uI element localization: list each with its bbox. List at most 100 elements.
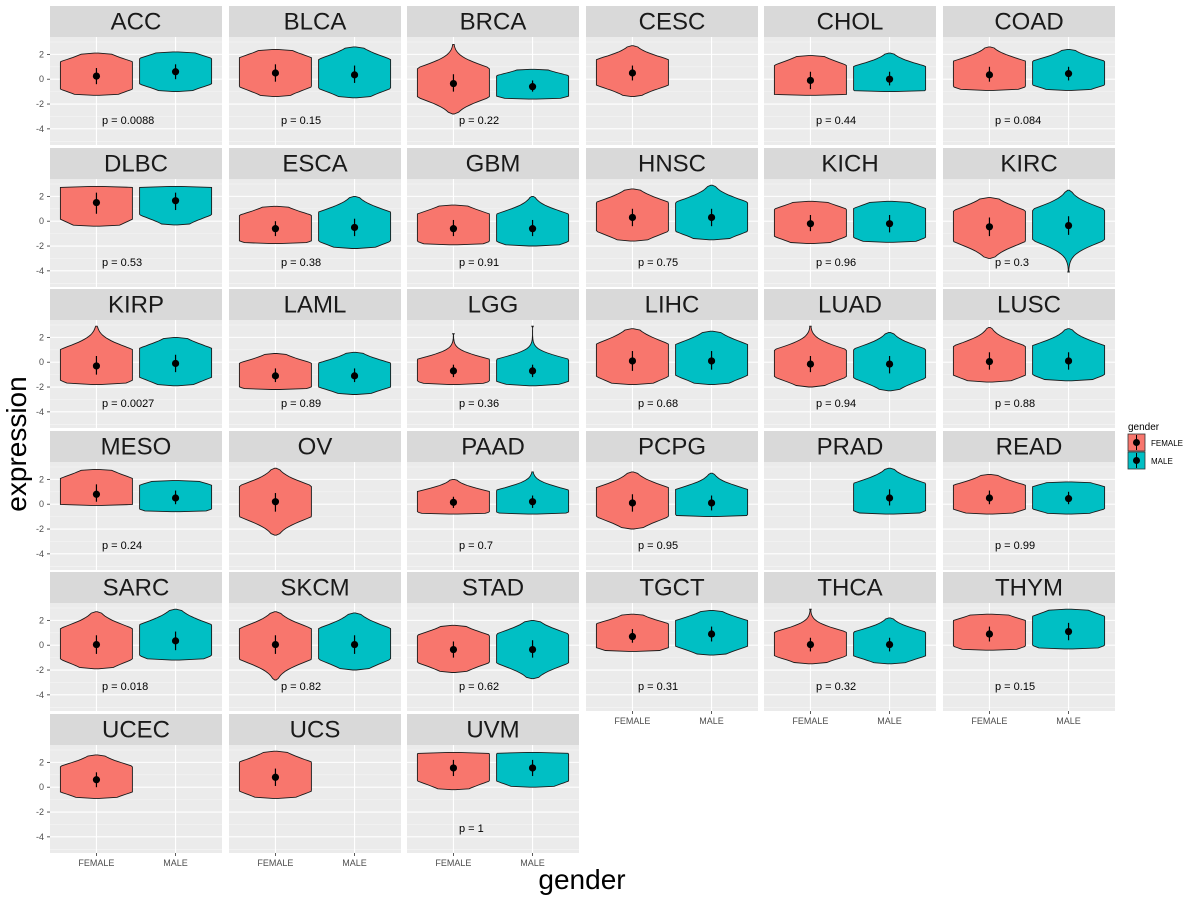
p-value-lihc: p = 0.68 xyxy=(638,398,678,410)
strip-label-sarc: SARC xyxy=(103,575,170,602)
p-value-thym: p = 0.15 xyxy=(995,681,1035,693)
median-point-lusc-male xyxy=(1064,357,1073,365)
y-tick-label: 2 xyxy=(39,757,44,767)
median-point-read-male xyxy=(1064,495,1073,503)
panel-esca: ESCA p = 0.38 xyxy=(229,148,401,287)
p-value-pcpg: p = 0.95 xyxy=(638,540,678,552)
strip-meso xyxy=(50,431,222,462)
strip-label-cesc: CESC xyxy=(639,9,706,36)
median-point-skcm-female xyxy=(271,640,280,649)
median-point-sarc-male xyxy=(171,637,180,645)
panel-uvm: UVM p = 1 FEMALE MALE xyxy=(407,714,579,868)
median-point-cesc-female xyxy=(628,69,637,77)
x-tick-label-female: FEMALE xyxy=(614,716,650,726)
p-value-kirp: p = 0.0027 xyxy=(102,398,154,410)
y-tick-label: 2 xyxy=(39,615,44,625)
strip-cesc xyxy=(586,6,758,37)
panel-laml: LAML p = 0.89 xyxy=(229,289,401,428)
panel-meso: MESO 2 0 -2 -4 p = 0.24 xyxy=(36,431,222,570)
strip-thca xyxy=(764,572,936,603)
p-value-coad: p = 0.084 xyxy=(995,115,1041,127)
median-point-prad-male xyxy=(885,494,894,502)
panel-chol: CHOL p = 0.44 xyxy=(764,6,936,145)
median-point-laml-female xyxy=(271,372,280,380)
strip-skcm xyxy=(229,572,401,603)
strip-label-uvm: UVM xyxy=(466,717,519,744)
x-tick-label-female: FEMALE xyxy=(435,858,471,868)
strip-label-blca: BLCA xyxy=(284,9,347,36)
strip-dlbc xyxy=(50,148,222,179)
p-value-dlbc: p = 0.53 xyxy=(102,257,142,269)
strip-ov xyxy=(229,431,401,462)
legend-title: gender xyxy=(1128,422,1160,433)
strip-label-luad: LUAD xyxy=(818,292,882,319)
panel-kirp: KIRP 2 0 -2 -4 p = 0.0027 xyxy=(36,289,222,428)
median-point-thca-male xyxy=(885,640,894,649)
y-tick-label: 0 xyxy=(39,782,44,792)
strip-label-ucs: UCS xyxy=(290,717,341,744)
p-value-read: p = 0.99 xyxy=(995,540,1035,552)
x-tick-label-male: MALE xyxy=(699,716,724,726)
p-value-uvm: p = 1 xyxy=(459,823,484,835)
legend: gender FEMALE MALE xyxy=(1127,422,1183,470)
strip-lihc xyxy=(586,289,758,320)
median-point-meso-male xyxy=(171,494,180,502)
median-point-read-female xyxy=(985,494,994,502)
violin-lgg-male xyxy=(496,325,570,387)
median-point-hnsc-male xyxy=(707,213,716,222)
violin-pcpg-male xyxy=(675,472,749,518)
y-tick-label: 0 xyxy=(39,74,44,84)
strip-label-read: READ xyxy=(996,434,1063,461)
legend-label-female: FEMALE xyxy=(1151,439,1183,448)
legend-item-female: FEMALE xyxy=(1127,433,1183,452)
median-point-paad-male xyxy=(528,498,537,506)
strip-thym xyxy=(943,572,1115,603)
plot-bg-paad xyxy=(407,462,579,570)
y-tick-label: 2 xyxy=(39,332,44,342)
strip-ucs xyxy=(229,714,401,745)
strip-lgg xyxy=(407,289,579,320)
strip-label-paad: PAAD xyxy=(461,434,525,461)
median-point-stad-female xyxy=(449,645,458,654)
median-point-kirp-female xyxy=(92,362,101,370)
strip-read xyxy=(943,431,1115,462)
strip-label-laml: LAML xyxy=(284,292,347,319)
strip-chol xyxy=(764,6,936,37)
p-value-chol: p = 0.44 xyxy=(816,115,856,127)
median-point-kich-female xyxy=(806,220,815,228)
strip-label-acc: ACC xyxy=(111,9,162,36)
p-value-thca: p = 0.32 xyxy=(816,681,856,693)
median-point-lusc-female xyxy=(985,357,994,366)
p-value-lgg: p = 0.36 xyxy=(459,398,499,410)
p-value-esca: p = 0.38 xyxy=(281,257,321,269)
median-point-chol-female xyxy=(806,76,815,85)
y-tick-label: -2 xyxy=(36,241,44,251)
panel-stad: STAD p = 0.62 xyxy=(407,572,579,711)
median-point-gbm-female xyxy=(449,225,458,233)
median-point-thym-female xyxy=(985,630,994,638)
p-value-tgct: p = 0.31 xyxy=(638,681,678,693)
strip-label-kirp: KIRP xyxy=(108,292,164,319)
median-point-brca-male xyxy=(528,83,537,91)
strip-label-pcpg: PCPG xyxy=(638,434,706,461)
median-point-tgct-male xyxy=(707,630,716,638)
strip-lusc xyxy=(943,289,1115,320)
x-tick-label-female: FEMALE xyxy=(971,716,1007,726)
p-value-gbm: p = 0.91 xyxy=(459,257,499,269)
violin-paad-female xyxy=(416,478,490,515)
strip-kich xyxy=(764,148,936,179)
strip-label-ucec: UCEC xyxy=(102,717,170,744)
strip-blca xyxy=(229,6,401,37)
y-tick-label: -2 xyxy=(36,665,44,675)
panel-lihc: LIHC p = 0.68 xyxy=(586,289,758,428)
median-point-laml-male xyxy=(350,372,359,380)
strip-acc xyxy=(50,6,222,37)
strip-label-esca: ESCA xyxy=(282,151,347,178)
x-tick-label-male: MALE xyxy=(1056,716,1081,726)
median-point-pcpg-female xyxy=(628,499,637,507)
y-axis-title: expression xyxy=(1,376,32,511)
median-point-kirc-female xyxy=(985,223,994,231)
median-point-brca-female xyxy=(449,79,458,88)
median-point-dlbc-female xyxy=(92,198,101,207)
